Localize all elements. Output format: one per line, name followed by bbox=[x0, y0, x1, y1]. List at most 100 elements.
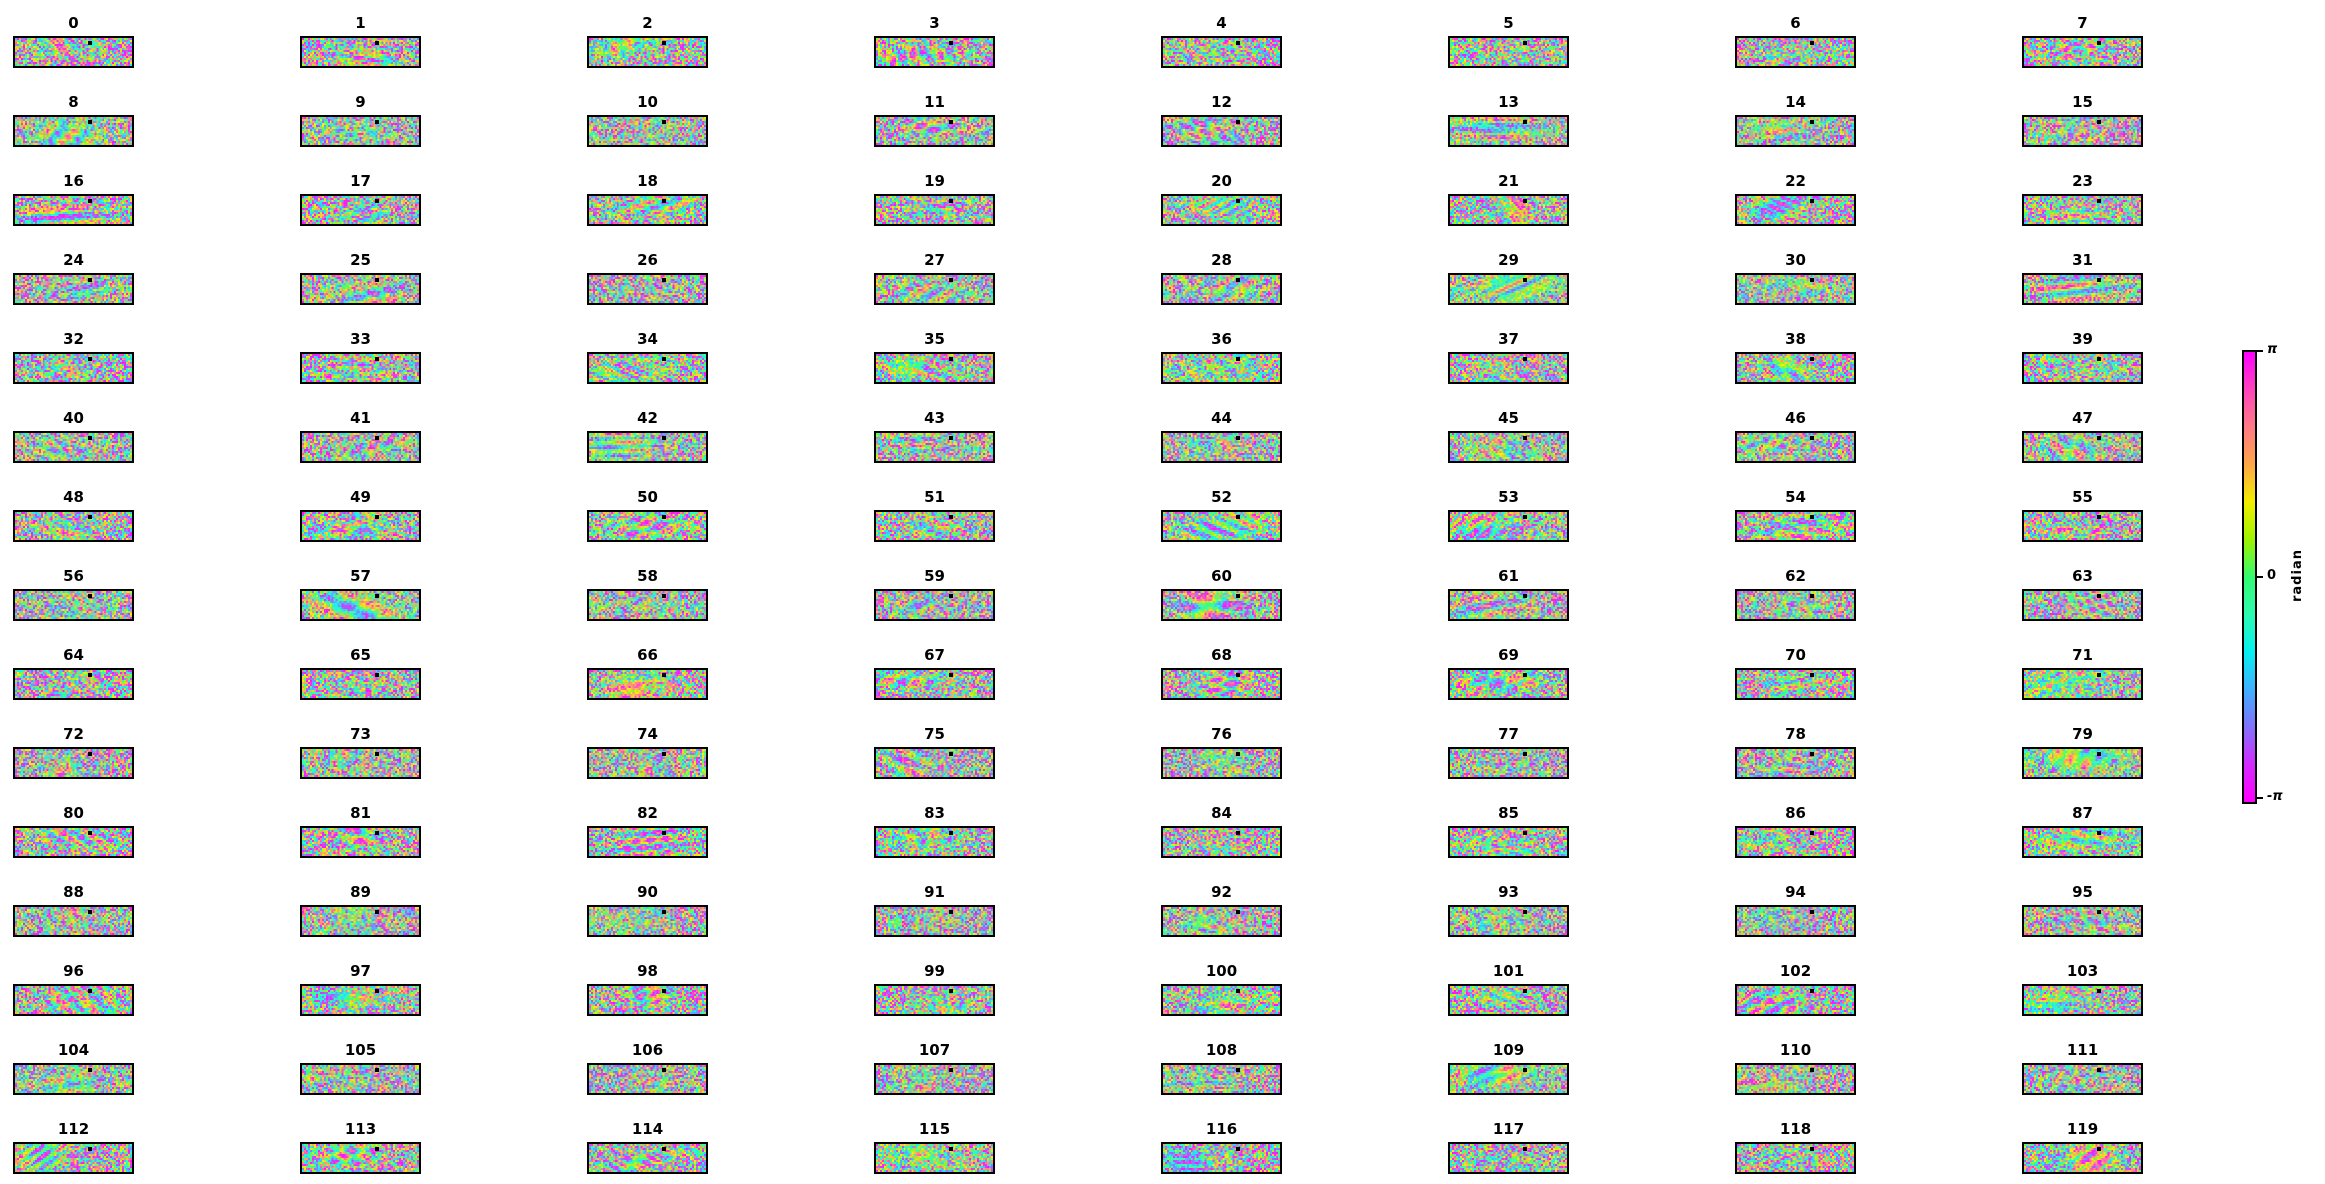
reference-pixel-marker bbox=[1522, 594, 1527, 599]
phase-image bbox=[874, 589, 995, 621]
phase-image-canvas bbox=[589, 828, 706, 856]
phase-image bbox=[1161, 273, 1282, 305]
phase-image-canvas bbox=[1450, 117, 1567, 145]
phase-image-canvas bbox=[2024, 670, 2141, 698]
subplot-title: 42 bbox=[637, 409, 658, 427]
phase-image bbox=[300, 194, 421, 226]
reference-pixel-marker bbox=[87, 594, 92, 599]
phase-image-canvas bbox=[876, 986, 993, 1014]
phase-image-canvas bbox=[302, 907, 419, 935]
phase-image bbox=[300, 510, 421, 542]
subplot-panel: 15 bbox=[2022, 91, 2143, 148]
reference-pixel-marker bbox=[87, 910, 92, 915]
subplot-panel: 49 bbox=[300, 486, 421, 543]
reference-pixel-marker bbox=[661, 436, 666, 441]
subplot-title: 48 bbox=[63, 488, 84, 506]
reference-pixel-marker bbox=[661, 831, 666, 836]
subplot-title: 100 bbox=[1205, 962, 1238, 980]
phase-image-canvas bbox=[1737, 354, 1854, 382]
phase-image-canvas bbox=[302, 196, 419, 224]
phase-image bbox=[300, 1142, 421, 1174]
subplot-panel: 91 bbox=[874, 881, 995, 938]
subplot-panel: 11 bbox=[874, 91, 995, 148]
subplot-title: 4 bbox=[1216, 14, 1227, 32]
phase-image bbox=[1161, 589, 1282, 621]
phase-image-canvas bbox=[15, 275, 132, 303]
phase-image bbox=[587, 273, 708, 305]
subplot-panel: 57 bbox=[300, 565, 421, 622]
subplot-panel: 19 bbox=[874, 170, 995, 227]
subplot-panel: 59 bbox=[874, 565, 995, 622]
subplot-title: 81 bbox=[350, 804, 371, 822]
reference-pixel-marker bbox=[948, 989, 953, 994]
reference-pixel-marker bbox=[87, 1147, 92, 1152]
phase-image bbox=[874, 115, 995, 147]
reference-pixel-marker bbox=[1809, 278, 1814, 283]
subplot-panel: 21 bbox=[1448, 170, 1569, 227]
phase-image-canvas bbox=[589, 670, 706, 698]
reference-pixel-marker bbox=[2096, 357, 2101, 362]
subplot-title: 36 bbox=[1211, 330, 1232, 348]
phase-image-canvas bbox=[876, 512, 993, 540]
phase-image bbox=[587, 36, 708, 68]
phase-image bbox=[1448, 826, 1569, 858]
subplot-panel: 83 bbox=[874, 802, 995, 859]
phase-image-canvas bbox=[15, 433, 132, 461]
phase-image bbox=[874, 668, 995, 700]
phase-image bbox=[13, 352, 134, 384]
subplot-panel: 54 bbox=[1735, 486, 1856, 543]
subplot-title: 96 bbox=[63, 962, 84, 980]
reference-pixel-marker bbox=[87, 515, 92, 520]
phase-image bbox=[2022, 36, 2143, 68]
subplot-title: 112 bbox=[57, 1120, 90, 1138]
reference-pixel-marker bbox=[87, 831, 92, 836]
subplot-title: 109 bbox=[1492, 1041, 1525, 1059]
subplot-panel: 18 bbox=[587, 170, 708, 227]
subplot-panel: 35 bbox=[874, 328, 995, 385]
subplot-title: 90 bbox=[637, 883, 658, 901]
subplot-title: 113 bbox=[344, 1120, 377, 1138]
reference-pixel-marker bbox=[1235, 199, 1240, 204]
subplot-panel: 9 bbox=[300, 91, 421, 148]
phase-image bbox=[2022, 826, 2143, 858]
phase-image bbox=[13, 510, 134, 542]
subplot-panel: 92 bbox=[1161, 881, 1282, 938]
subplot-panel: 30 bbox=[1735, 249, 1856, 306]
phase-image-canvas bbox=[876, 354, 993, 382]
subplot-title: 88 bbox=[63, 883, 84, 901]
subplot-panel: 98 bbox=[587, 960, 708, 1017]
reference-pixel-marker bbox=[1522, 436, 1527, 441]
subplot-title: 14 bbox=[1785, 93, 1806, 111]
subplot-title: 8 bbox=[68, 93, 79, 111]
phase-image-canvas bbox=[302, 38, 419, 66]
subplot-panel: 69 bbox=[1448, 644, 1569, 701]
reference-pixel-marker bbox=[1522, 1068, 1527, 1073]
subplot-panel: 66 bbox=[587, 644, 708, 701]
phase-image bbox=[1735, 1063, 1856, 1095]
reference-pixel-marker bbox=[374, 752, 379, 757]
reference-pixel-marker bbox=[2096, 515, 2101, 520]
phase-image bbox=[2022, 352, 2143, 384]
reference-pixel-marker bbox=[1522, 673, 1527, 678]
subplot-panel: 10 bbox=[587, 91, 708, 148]
subplot-panel: 14 bbox=[1735, 91, 1856, 148]
subplot-title: 41 bbox=[350, 409, 371, 427]
subplot-title: 11 bbox=[924, 93, 945, 111]
reference-pixel-marker bbox=[661, 199, 666, 204]
phase-image-canvas bbox=[1163, 196, 1280, 224]
phase-image-canvas bbox=[302, 986, 419, 1014]
phase-image bbox=[300, 1063, 421, 1095]
phase-image-canvas bbox=[2024, 117, 2141, 145]
reference-pixel-marker bbox=[948, 436, 953, 441]
subplot-panel: 16 bbox=[13, 170, 134, 227]
reference-pixel-marker bbox=[1235, 752, 1240, 757]
phase-image-canvas bbox=[1450, 1144, 1567, 1172]
phase-image-canvas bbox=[2024, 591, 2141, 619]
phase-image bbox=[874, 984, 995, 1016]
subplot-panel: 78 bbox=[1735, 723, 1856, 780]
phase-image bbox=[300, 273, 421, 305]
subplot-title: 77 bbox=[1498, 725, 1519, 743]
reference-pixel-marker bbox=[87, 41, 92, 46]
subplot-panel: 104 bbox=[13, 1039, 134, 1096]
subplot-panel: 114 bbox=[587, 1118, 708, 1175]
